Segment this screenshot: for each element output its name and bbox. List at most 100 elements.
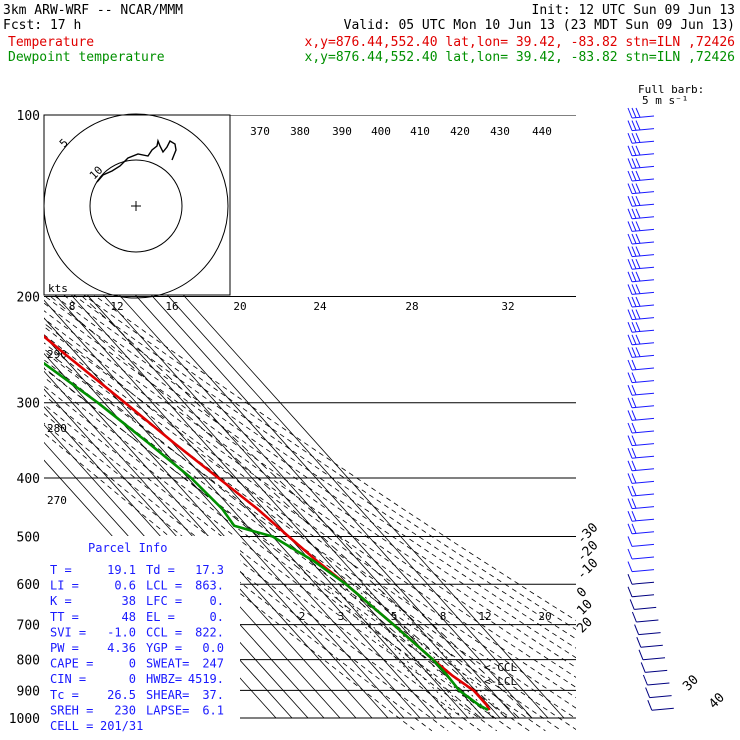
dewpoint-legend: Dewpoint temperature: [8, 50, 165, 65]
isotherm: [44, 281, 437, 719]
parcel-row-label: LFC =: [146, 594, 182, 608]
wind-barb-flag: [627, 120, 633, 131]
wind-barb-shaft: [636, 619, 659, 623]
parcel-row-label: LCL =: [146, 579, 182, 593]
dry-adiabat: [44, 326, 576, 709]
parcel-row-label: LAPSE=: [146, 703, 189, 717]
parcel-row-label: Tc =: [50, 688, 79, 702]
hodograph-trace: [96, 138, 177, 183]
isotherm: [44, 370, 357, 719]
wind-barb-shaft: [631, 581, 655, 585]
wind-barb-flag: [635, 347, 641, 357]
wind-barb-flag: [631, 183, 637, 194]
wind-barb-flag: [627, 473, 633, 484]
mixing-ratio-label: 3: [338, 610, 345, 623]
wind-barb-flag: [627, 410, 633, 421]
parcel-row-label: CCL =: [146, 625, 182, 639]
wind-barb-flag: [627, 183, 633, 194]
wind-barb-flag: [631, 410, 637, 421]
dry-adiabat: [44, 294, 576, 668]
wind-barb-flag: [631, 259, 637, 269]
wind-barb-flag: [635, 133, 641, 143]
wind-barb-flag: [631, 435, 637, 446]
wind-barb-flag: [635, 183, 641, 193]
parcel-info-box: [44, 536, 240, 731]
parcel-row-value: 48: [122, 610, 136, 624]
wind-barb-flag: [627, 196, 633, 207]
mixing-ratio-label: 20: [538, 610, 551, 623]
dry-adiabat: [44, 272, 576, 640]
pressure-label: 900: [17, 684, 40, 699]
wind-barb-flag: [635, 322, 641, 332]
wind-barb-flag: [635, 107, 641, 118]
theta-label: 410: [410, 125, 430, 138]
theta-label: 430: [490, 125, 510, 138]
wind-barb-flag: [631, 170, 637, 181]
wind-barb-flag: [635, 334, 641, 345]
dewpoint-location: x,y=876.44,552.40 lat,lon= 39.42, -83.82…: [305, 50, 735, 65]
wind-barb-shaft: [638, 632, 661, 636]
wind-barb-shaft: [631, 594, 655, 598]
wind-barb-flag: [627, 586, 633, 597]
hodograph-speed-label: 16: [165, 300, 178, 313]
dry-adiabat: [44, 376, 514, 732]
hodograph-speed-label: 24: [313, 300, 327, 313]
wind-barb-flag: [631, 511, 637, 521]
wind-barb-flag: [631, 460, 637, 471]
wind-barb-flag: [627, 246, 633, 257]
pressure-labels: 100 200 300 400 500 600 700 800 900 1000: [9, 109, 40, 727]
parcel-row-label: SWEAT=: [146, 657, 189, 671]
wind-barb-legend: Full barb:: [638, 83, 704, 96]
wind-barb-flag: [635, 284, 641, 294]
ccl-annotation: <-CCL: [484, 661, 517, 674]
sounding-series: [44, 334, 491, 712]
hodograph-units: kts: [48, 282, 68, 295]
wind-barb-flag: [629, 599, 635, 610]
parcel-row-value: 0.: [210, 610, 224, 624]
wind-barb-flag: [631, 334, 637, 345]
temperature-line: [44, 334, 491, 711]
wind-barb-flag: [631, 145, 637, 156]
wind-barb-flag: [627, 284, 633, 295]
dewpoint-line: [44, 361, 489, 712]
wind-barb-flag: [635, 221, 641, 231]
forecast-hour: Fcst: 17 h: [3, 18, 81, 33]
wind-barb-flag: [635, 196, 641, 206]
valid-time: Valid: 05 UTC Mon 10 Jun 13 (23 MDT Sun …: [344, 18, 735, 33]
wind-barb-flag: [631, 158, 637, 169]
parcel-row-label: K =: [50, 594, 72, 608]
wind-barb-flag: [627, 347, 633, 358]
parcel-row-value: 201/31: [100, 719, 143, 733]
dry-adiabat: [44, 342, 576, 731]
mixing-ratio-label: 8: [440, 610, 447, 623]
wind-barb-flag: [627, 448, 633, 459]
parcel-row-value: 0: [129, 657, 136, 671]
pressure-label: 1000: [9, 712, 40, 727]
wind-barb-shaft: [649, 695, 672, 699]
hodograph: 5 10 kts: [43, 113, 231, 299]
hodograph-speed-label: 12: [110, 300, 123, 313]
parcel-info-title: Parcel Info: [88, 541, 167, 555]
wind-barb-flag: [635, 246, 641, 256]
parcel-row-label: HWBZ=: [146, 672, 182, 686]
wind-barb-flag: [631, 296, 637, 307]
dry-adiabat: [44, 422, 433, 732]
parcel-row-label: EL =: [146, 610, 175, 624]
dry-adiabat: [44, 287, 576, 659]
theta-label: 390: [332, 125, 352, 138]
wind-barb-flag: [635, 309, 641, 319]
parcel-info-panel: Parcel Info T = 19.1 Td = 17.3 LI = 0.6 LCL = 8…: [44, 536, 240, 733]
wind-barb-shaft: [631, 556, 655, 560]
wind-barb-flag: [642, 674, 648, 686]
wind-barb-flag: [627, 561, 633, 572]
wind-barb-shaft: [645, 669, 668, 673]
wind-barb-shaft: [634, 606, 657, 610]
wind-barb-flag: [627, 511, 633, 522]
parcel-row-label: CELL =: [50, 719, 93, 733]
wind-barb-flag: [638, 649, 644, 660]
hodograph-frame: [43, 114, 231, 296]
dry-adiabat-label: 270: [47, 494, 67, 507]
wind-barb-flag: [634, 624, 640, 635]
wind-barb-shaft: [631, 569, 655, 573]
